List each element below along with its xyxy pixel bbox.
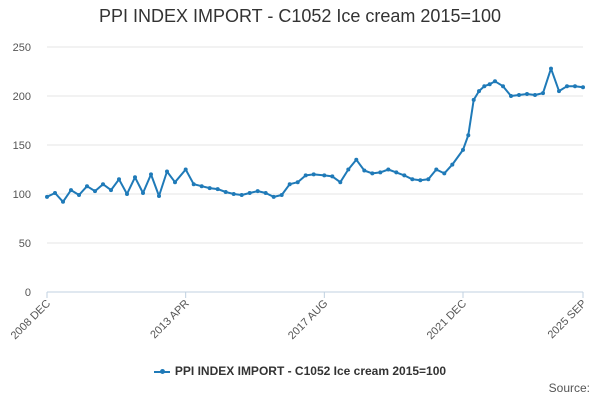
data-point [394, 170, 399, 175]
data-point [101, 182, 105, 187]
data-point [410, 177, 415, 182]
data-point [557, 89, 561, 94]
data-point [487, 82, 492, 87]
series-line [46, 67, 584, 203]
data-point [386, 167, 391, 172]
data-point [239, 193, 244, 197]
series-line-path [46, 67, 584, 203]
data-point [581, 85, 585, 90]
data-point [402, 173, 407, 178]
data-point [565, 84, 569, 89]
data-point [461, 147, 465, 152]
data-point [157, 194, 161, 198]
data-point [322, 173, 327, 178]
data-point [247, 191, 252, 195]
data-point [255, 189, 260, 194]
data-point [541, 91, 545, 96]
data-point [117, 177, 121, 182]
data-point [183, 167, 188, 172]
data-point [362, 168, 367, 173]
x-tick-label: 2021 DEC [425, 298, 469, 342]
data-point [85, 184, 89, 189]
data-point [231, 192, 236, 196]
data-point [295, 180, 300, 185]
data-point [501, 84, 505, 89]
legend[interactable]: PPI INDEX IMPORT - C1052 Ice cream 2015=… [0, 364, 600, 378]
data-point [482, 84, 487, 89]
data-point [434, 167, 439, 172]
data-point [141, 191, 145, 195]
x-tick-label: 2017 AUG [286, 298, 330, 342]
legend-label: PPI INDEX IMPORT - C1052 Ice cream 2015=… [174, 364, 447, 378]
data-point [525, 92, 529, 96]
data-point [109, 188, 113, 193]
data-point [450, 162, 455, 167]
x-tick-label: 2008 DEC [9, 298, 53, 342]
data-point [378, 170, 383, 175]
data-point [223, 190, 228, 194]
data-point [77, 193, 81, 197]
data-point [517, 93, 521, 97]
data-point [471, 97, 476, 102]
data-point [69, 188, 73, 193]
chart-title: PPI INDEX IMPORT - C1052 Ice cream 2015=… [98, 6, 502, 26]
data-point [346, 167, 351, 172]
data-point [466, 133, 471, 138]
y-tick-label: 150 [13, 140, 31, 152]
data-point [477, 89, 481, 94]
data-point [279, 193, 284, 197]
data-point [303, 173, 308, 178]
data-point [287, 182, 292, 187]
data-point [573, 84, 577, 89]
data-point [191, 182, 196, 187]
data-point [133, 175, 137, 180]
y-tick-label: 100 [13, 189, 31, 201]
data-point [533, 93, 537, 97]
data-point [426, 177, 431, 182]
data-point [271, 194, 276, 199]
data-point [165, 169, 169, 174]
data-point [338, 180, 343, 185]
series-points [45, 66, 585, 204]
data-point [330, 174, 335, 179]
data-point [311, 172, 316, 177]
y-axis-ticks: 0 50 100 150 200 250 [13, 42, 31, 299]
x-tick-label: 2025 SEP [546, 298, 590, 342]
data-point [215, 187, 220, 192]
data-point [493, 79, 497, 84]
data-point [93, 189, 97, 194]
data-point [207, 186, 212, 191]
y-tick-label: 0 [25, 287, 31, 299]
data-point [442, 171, 447, 176]
data-point [125, 192, 129, 196]
data-point [61, 199, 65, 204]
source-label: Source: [548, 381, 590, 395]
data-point [199, 184, 204, 189]
gridlines [47, 46, 583, 244]
data-point [370, 171, 375, 176]
legend-line-marker [153, 368, 170, 374]
data-point [53, 191, 57, 195]
y-tick-label: 200 [13, 91, 31, 103]
x-tick-label: 2013 APR [148, 298, 192, 342]
y-tick-label: 50 [19, 238, 31, 250]
data-point [549, 66, 553, 71]
data-point [149, 172, 153, 177]
data-point [173, 180, 177, 185]
data-point [418, 178, 423, 183]
data-point [263, 191, 268, 195]
data-point [354, 157, 359, 162]
y-tick-label: 250 [13, 42, 31, 54]
data-point [45, 194, 49, 199]
data-point [509, 94, 513, 98]
x-axis-ticks: 2008 DEC 2013 APR 2017 AUG 2021 DEC 2025 SEP [9, 292, 589, 342]
